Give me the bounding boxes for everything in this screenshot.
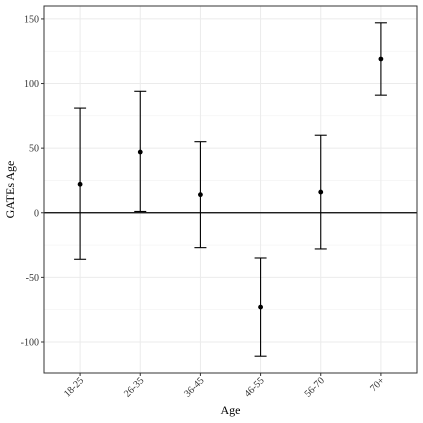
y-axis: -100 -50 0 50 100 150: [21, 14, 44, 348]
error-bars: [74, 22, 387, 357]
point-estimates: [77, 56, 384, 310]
panel-border: [43, 5, 418, 374]
y-tick-label: 50: [29, 144, 39, 155]
x-tick-label: 56-70: [303, 375, 327, 399]
point-estimate-26-35: [137, 149, 143, 155]
x-tick-label: 18-25: [62, 375, 86, 399]
y-tick-label: 100: [24, 79, 39, 90]
y-tick-label: 150: [24, 14, 39, 25]
x-tick-label: 36-45: [182, 375, 206, 399]
minor-gridlines: [44, 50, 417, 310]
major-gridlines: [44, 6, 417, 373]
x-tick-label: 70+: [368, 375, 387, 394]
y-tick-label: 0: [34, 208, 39, 219]
x-tick-label: 26-35: [122, 375, 146, 399]
point-estimate-46-55: [258, 304, 263, 310]
x-tick-label: 46-55: [242, 375, 266, 399]
y-tick-label: -100: [21, 337, 39, 348]
point-estimate-36-45: [198, 192, 203, 198]
x-axis-title: Age: [221, 403, 241, 417]
point-estimate-56-70: [318, 189, 324, 195]
x-axis: 18-25 26-35 36-45 46-55 56-70 70+: [62, 373, 387, 400]
point-estimate-18-25: [77, 181, 83, 187]
y-tick-label: -50: [26, 273, 39, 284]
point-estimate-70+: [378, 56, 384, 62]
y-axis-title: GATEs Age: [3, 161, 17, 219]
